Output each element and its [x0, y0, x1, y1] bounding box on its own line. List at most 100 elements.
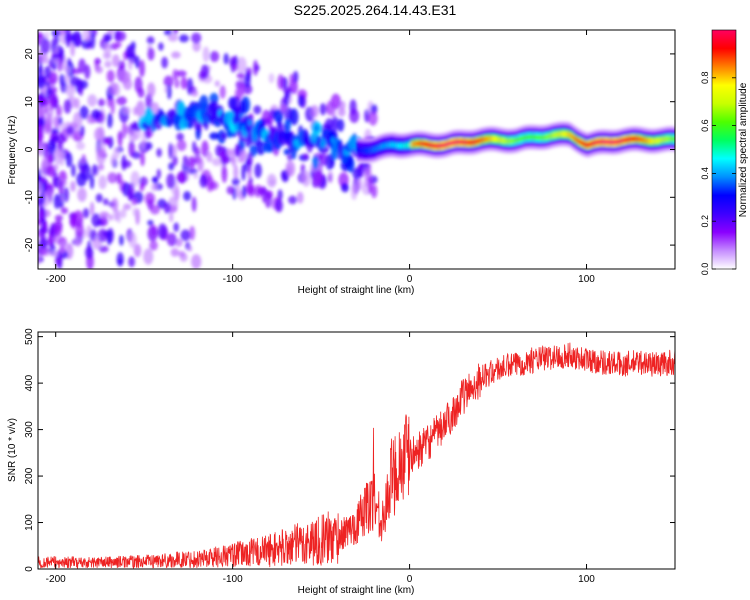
- heatmap-cell: [128, 231, 137, 249]
- heatmap-cell: [584, 142, 587, 147]
- heatmap-cell: [370, 184, 378, 198]
- heatmap-cell: [75, 223, 85, 238]
- heatmap-cell: [219, 85, 226, 99]
- heatmap-cell: [617, 139, 620, 145]
- heatmap-cell: [277, 74, 285, 90]
- heatmap-cell: [141, 132, 146, 150]
- heatmap-cell: [122, 106, 131, 115]
- heatmap-cell: [132, 207, 137, 217]
- heatmap-cell: [620, 138, 624, 144]
- heatmap-cell: [593, 140, 596, 146]
- heatmap-cell: [38, 32, 45, 40]
- heatmap-cell: [127, 189, 133, 201]
- heatmap-cell: [180, 229, 191, 242]
- heatmap-cell: [201, 140, 209, 157]
- heatmap-cell: [166, 232, 177, 247]
- heatmap-cell: [506, 138, 509, 144]
- heatmap-cell: [444, 142, 447, 148]
- heatmap-cell: [53, 223, 63, 236]
- heatmap-cell: [38, 117, 46, 127]
- heatmap-cell: [189, 225, 196, 241]
- heatmap-cell: [608, 139, 611, 145]
- heatmap-cell: [677, 137, 679, 142]
- heatmap-cell: [536, 135, 539, 140]
- heatmap-cell: [471, 140, 474, 145]
- heatmap-cell: [396, 143, 399, 148]
- heatmap-cell: [590, 141, 593, 147]
- heatmap-cell: [456, 139, 459, 145]
- heatmap-cell: [517, 137, 520, 143]
- colorbar-gradient: [711, 29, 737, 270]
- heatmap-cell: [325, 153, 334, 171]
- heatmap-cell: [480, 137, 483, 143]
- heatmap-cell: [649, 138, 652, 144]
- heatmap-cell: [95, 193, 103, 203]
- heatmap-cell: [349, 109, 360, 123]
- heatmap-cell: [515, 137, 518, 143]
- heatmap-cell: [288, 195, 298, 205]
- heatmap-cell: [107, 172, 118, 184]
- heatmap-cell: [352, 167, 362, 180]
- heatmap-cell: [257, 187, 268, 195]
- heatmap-cell: [124, 125, 131, 134]
- snr-ylabel: SNR (10 * v/v): [7, 418, 18, 482]
- heatmap-cell: [542, 135, 545, 140]
- heatmap-cell: [385, 143, 388, 148]
- heatmap-cell: [246, 180, 254, 195]
- heatmap-cell: [39, 237, 48, 249]
- heatmap-cell: [273, 109, 284, 123]
- heatmap-cell: [310, 105, 319, 118]
- heatmap-cell: [421, 141, 424, 147]
- heatmap-cell: [587, 142, 590, 148]
- heatmap-cell: [518, 136, 522, 142]
- heatmap-cell: [53, 115, 60, 128]
- heatmap-cell: [526, 134, 530, 140]
- heatmap-cell: [447, 141, 450, 147]
- heatmap-cell: [60, 207, 69, 215]
- heatmap-cell: [211, 158, 222, 166]
- heatmap-cell: [647, 138, 651, 144]
- heatmap-cell: [38, 53, 43, 65]
- heatmap-cell: [541, 135, 544, 140]
- colorbar-tick-label: 0.6: [700, 119, 710, 132]
- heatmap-cell: [523, 135, 526, 141]
- heatmap-cell: [253, 59, 258, 76]
- heatmap-cell: [130, 170, 140, 187]
- heatmap-cell: [283, 148, 291, 156]
- heatmap-cell: [600, 139, 603, 145]
- heatmap-cell: [49, 93, 58, 107]
- heatmap-cell: [177, 250, 186, 257]
- heatmap-cell: [63, 187, 69, 203]
- heatmap-cell: [180, 76, 188, 90]
- heatmap-cell: [303, 153, 309, 160]
- heatmap-cell: [611, 139, 614, 145]
- heatmap-cell: [612, 139, 616, 145]
- heatmap-cell: [97, 163, 105, 171]
- heatmap-cell: [134, 55, 140, 69]
- heatmap-cell: [493, 136, 496, 142]
- heatmap-cell: [79, 158, 86, 165]
- heatmap-cell: [619, 138, 622, 144]
- heatmap-cell: [341, 183, 350, 193]
- x-tick-label: -100: [223, 574, 243, 585]
- heatmap-cell: [147, 82, 156, 98]
- heatmap-cell: [468, 140, 471, 145]
- heatmap-cell: [54, 148, 63, 165]
- heatmap-cell: [237, 157, 245, 163]
- heatmap-cell: [466, 140, 469, 145]
- heatmap-cell: [94, 127, 105, 142]
- heatmap-cell: [512, 138, 515, 144]
- heatmap-cell: [566, 132, 569, 137]
- heatmap-cell: [241, 163, 246, 181]
- heatmap-cell: [131, 198, 138, 206]
- heatmap-cell: [439, 143, 442, 149]
- heatmap-cell: [455, 139, 458, 145]
- heatmap-cell: [429, 142, 432, 148]
- y-tick-label: 300: [24, 421, 35, 438]
- x-tick-label: 100: [578, 274, 595, 285]
- heatmap-cell: [112, 54, 120, 68]
- heatmap-cell: [117, 130, 123, 148]
- heatmap-cell: [579, 139, 582, 145]
- heatmap-cell: [585, 142, 588, 148]
